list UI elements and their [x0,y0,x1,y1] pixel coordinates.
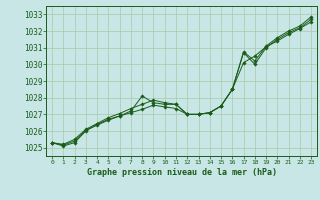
X-axis label: Graphe pression niveau de la mer (hPa): Graphe pression niveau de la mer (hPa) [87,168,276,177]
